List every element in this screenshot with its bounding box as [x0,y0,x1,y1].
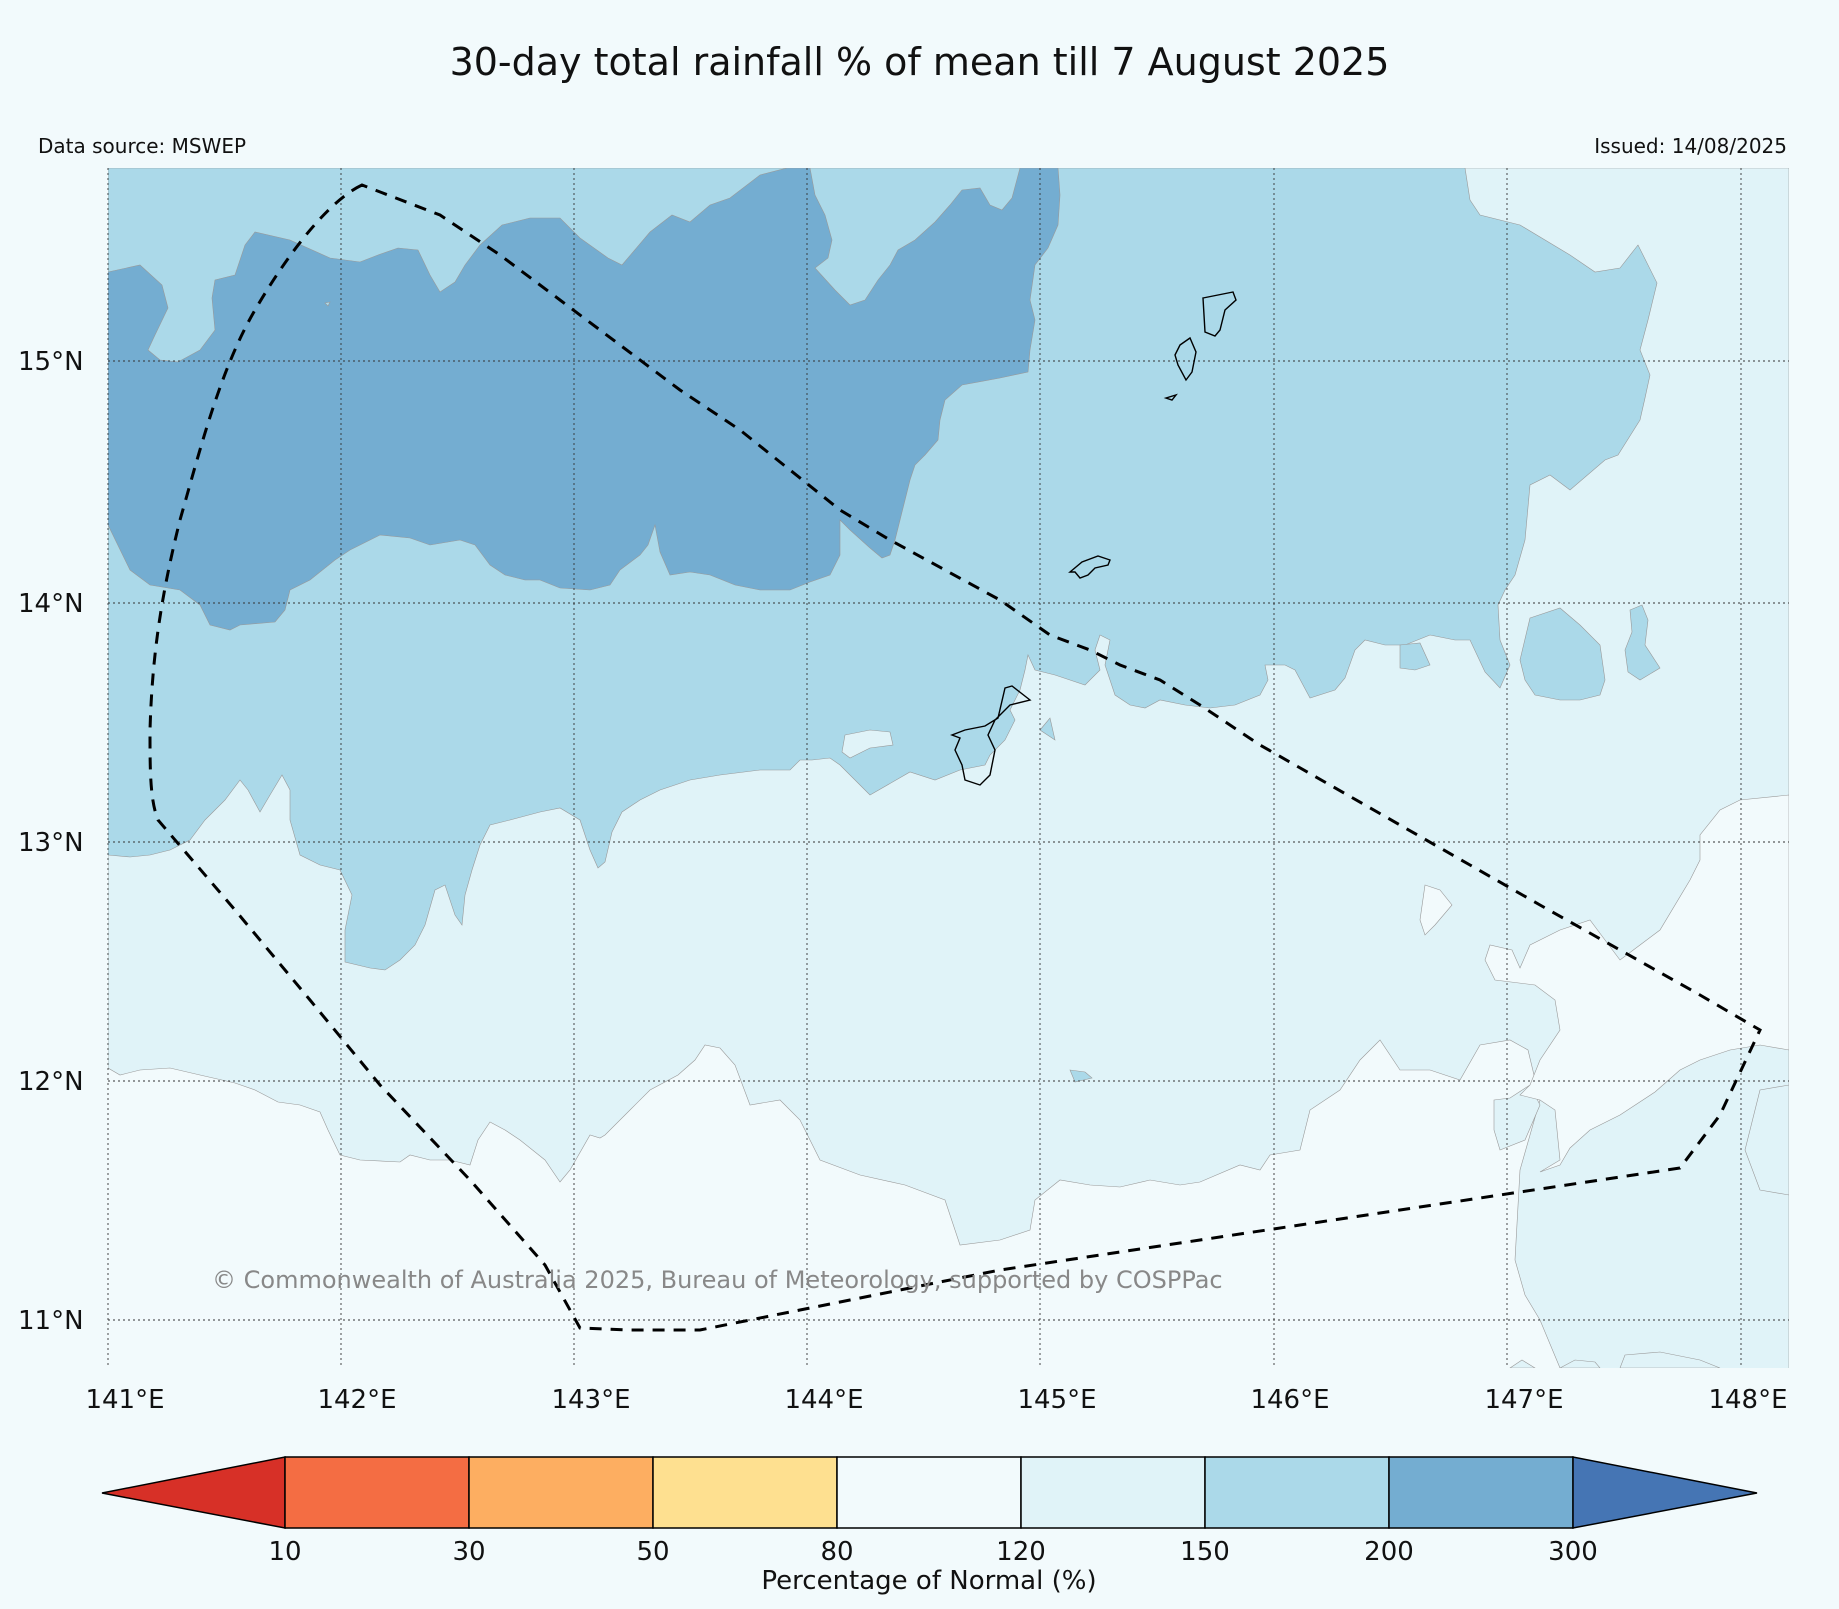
colorbar-high-extension [1572,1456,1758,1529]
lat-tick-13n: 13°N [18,828,84,858]
dashed-boundary [148,183,1762,1332]
colorbar-bin-120-150 [1020,1456,1206,1529]
colorbar-tick-30: 30 [452,1537,485,1567]
colorbar-bin-10-30 [284,1456,470,1529]
band-120-150-gap [841,729,894,759]
lon-tick-145e: 145°E [1017,1385,1096,1415]
band-150-200-notch [324,301,331,307]
lat-tick-15n: 15°N [18,347,84,377]
map-title: 30-day total rainfall % of mean till 7 A… [449,40,1390,84]
colorbar-label: Percentage of Normal (%) [761,1566,1096,1596]
band-150-200-fleck [1039,717,1093,1083]
colorbar-low-extension [101,1456,286,1529]
colorbar-bin-150-200 [1204,1456,1390,1529]
colorbar [101,1456,1758,1529]
island-alamagan [1174,336,1197,382]
colorbar-bin-200-300 [1388,1456,1574,1529]
lon-tick-142e: 142°E [317,1385,396,1415]
lat-tick-12n: 12°N [18,1067,84,1097]
coastlines [950,291,1237,786]
colorbar-tick-80: 80 [820,1537,853,1567]
lon-tick-141e: 141°E [85,1385,164,1415]
lon-tick-143e: 143°E [551,1385,630,1415]
data-source-label: Data source: MSWEP [38,134,247,158]
island-guam [950,685,1032,786]
issued-date-label: Issued: 14/08/2025 [1594,134,1787,158]
colorbar-tick-150: 150 [1180,1537,1230,1567]
band-120-150-patch [1493,1084,1541,1151]
band-150-200-island-north [1399,642,1431,671]
band-150-200-island-west [1519,607,1606,701]
lon-tick-146e: 146°E [1250,1385,1329,1415]
lon-tick-148e: 148°E [1708,1385,1787,1415]
band-200-300 [108,168,1061,631]
band-150-200-island-east [1624,604,1661,681]
band-80-120-east [1484,794,1789,1173]
rainfall-contours [108,168,1789,1368]
latitude-labels: 15°N 14°N 13°N 12°N 11°N [18,347,84,1336]
island-pagan [1202,291,1237,337]
lon-tick-144e: 144°E [784,1385,863,1415]
band-80-120-island [1419,884,1453,936]
colorbar-tick-200: 200 [1364,1537,1414,1567]
island-guguan [1163,393,1178,401]
colorbar-bin-50-80 [652,1456,838,1529]
colorbar-tick-50: 50 [636,1537,669,1567]
island-saipan-tinian [1068,555,1111,579]
lat-tick-14n: 14°N [18,589,84,619]
graticule [107,168,1789,1368]
lon-tick-147e: 147°E [1484,1385,1563,1415]
lat-tick-11n: 11°N [18,1306,84,1336]
colorbar-tick-10: 10 [268,1537,301,1567]
colorbar-bin-80-120 [836,1456,1022,1529]
colorbar-tick-300: 300 [1548,1537,1598,1567]
colorbar-tick-120: 120 [996,1537,1046,1567]
colorbar-bin-30-50 [468,1456,654,1529]
band-120-150-patch-south [1509,1351,1721,1368]
copyright-notice: © Commonwealth of Australia 2025, Bureau… [212,1266,1223,1294]
colorbar-ticks: 10 30 50 80 120 150 200 300 [268,1537,1597,1567]
longitude-labels: 141°E 142°E 143°E 144°E 145°E 146°E 147°… [85,1385,1787,1415]
